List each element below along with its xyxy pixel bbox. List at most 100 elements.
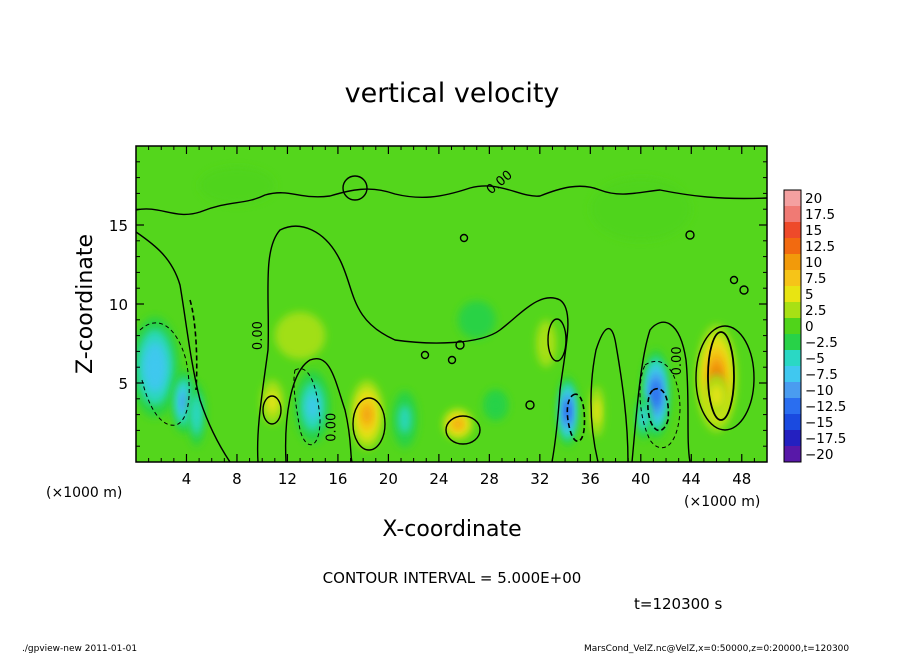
colorbar-label: 20 [805,191,822,207]
contour-pos-b [445,415,481,445]
colorbar-swatch [784,446,801,463]
y-axis-label: Z-coordinate [73,234,98,374]
x-tick-label: 16 [328,470,347,488]
x-tick-label: 48 [732,470,751,488]
field-blob-16-level-1 [457,300,496,339]
x-tick-label: 28 [480,470,499,488]
colorbar-label: −2.5 [805,335,838,351]
colorbar-swatch [784,382,801,399]
field-blob-6-level-2 [398,405,412,434]
colorbar-swatch [784,302,801,319]
contour-neg-f [189,299,198,391]
contour-speck-c [420,350,430,360]
contour-speck-a [455,340,465,350]
colorbar-label: 17.5 [805,207,835,223]
colorbar-label: 0 [805,319,814,335]
field-blob-1-level-4 [180,394,188,410]
colorbar-swatch [784,398,801,415]
time-stamp: t=120300 s [634,595,722,613]
colorbar-swatch [784,318,801,335]
colorbar-label: −17.5 [805,431,846,447]
contour-zero-c [631,321,691,462]
field-blob-0-level-4 [148,354,161,380]
contour-speck-h [342,175,368,201]
footer-left: ./gpview-new 2011-01-01 [22,644,137,654]
x-tick-label: 12 [278,470,297,488]
y-tick-label: 15 [109,217,128,235]
colorbar-swatch [784,414,801,431]
field-blob-15-level-2 [710,384,723,407]
x-tick-label: 24 [429,470,448,488]
field-blob-17-level-1 [274,311,326,360]
x-tick-label: 8 [232,470,242,488]
colorbar: 2017.51512.5107.552.50−2.5−5−7.5−10−12.5… [783,189,846,463]
colorbar-swatch [784,270,801,287]
colorbar-label: −15 [805,415,834,431]
colorbar-label: −7.5 [805,367,838,383]
contour-label: 0.00 [670,346,685,375]
colorbar-label: 5 [805,287,814,303]
contour-lines [136,175,767,462]
colorbar-swatch [784,238,801,255]
contour-label: 0.00 [324,413,339,442]
contour-neg-e [647,387,670,432]
x-axis-unit: (×1000 m) [684,494,760,510]
colorbar-label: 12.5 [805,239,835,255]
contour-neg-a [139,322,190,426]
x-tick-label: 44 [682,470,701,488]
colorbar-label: 2.5 [805,303,826,319]
contour-zero-left [136,231,231,462]
colorbar-label: −20 [805,447,834,463]
x-tick-label: 40 [631,470,650,488]
y-axis-ticks: 5 10 15 [109,161,767,447]
colorbar-swatch [784,334,801,351]
field-blob-11-level-2 [592,398,601,425]
field-blob-5-level-4 [362,405,372,424]
field-blob-8-level-2 [489,397,502,414]
colorbar-swatch [784,430,801,447]
contour-speck-b [447,355,457,365]
colorbar-frame [783,189,802,463]
x-tick-label: 32 [530,470,549,488]
colorbar-label: −10 [805,383,834,399]
contour-zero-upper [136,185,767,216]
chart-title: vertical velocity [345,78,560,109]
footer-right: MarsCond_VelZ.nc@VelZ,x=0:50000,z=0:2000… [584,644,849,654]
colorbar-swatch [784,222,801,239]
contour-pos-f [547,318,567,362]
contour-speck-i [525,400,535,410]
colorbar-label: 10 [805,255,822,271]
contour-neg-d [639,360,681,449]
x-axis-label: X-coordinate [382,517,521,542]
plot-area: 0.000.000.000.00 [136,146,767,462]
x-axis-ticks: 4 8 12 16 20 24 28 32 36 40 44 48 [148,146,755,488]
field-blob-19-level-1 [590,177,692,241]
contour-label: 0.00 [251,321,266,350]
x-tick-label: 36 [581,470,600,488]
colorbar-label: 15 [805,223,822,239]
y-tick-label: 5 [118,375,128,393]
contour-speck-e [729,275,739,285]
contour-zero-a [284,357,353,462]
y-axis-unit: (×1000 m) [46,485,122,501]
field-blob-12-level-6 [653,386,659,402]
contour-neg-c [566,393,586,443]
x-tick-label: 20 [379,470,398,488]
colorbar-swatch [784,286,801,303]
colorbar-label: −12.5 [805,399,846,415]
contour-speck-d [739,285,749,295]
contour-pos-e [707,331,735,421]
contour-zero-mountain [256,225,569,462]
colorbar-swatch [784,350,801,367]
colorbar-label: −5 [805,351,825,367]
colorbar-swatch [784,206,801,223]
contour-zero-b [590,328,629,462]
contour-pos-c [262,395,282,425]
colorbar-swatch [784,366,801,383]
colorbar-label: 7.5 [805,271,826,287]
field-blob-7-level-4 [454,420,462,429]
colorbar-swatch [784,254,801,271]
contour-neg-b [293,368,321,446]
field-blob-2-level-3 [193,404,200,426]
